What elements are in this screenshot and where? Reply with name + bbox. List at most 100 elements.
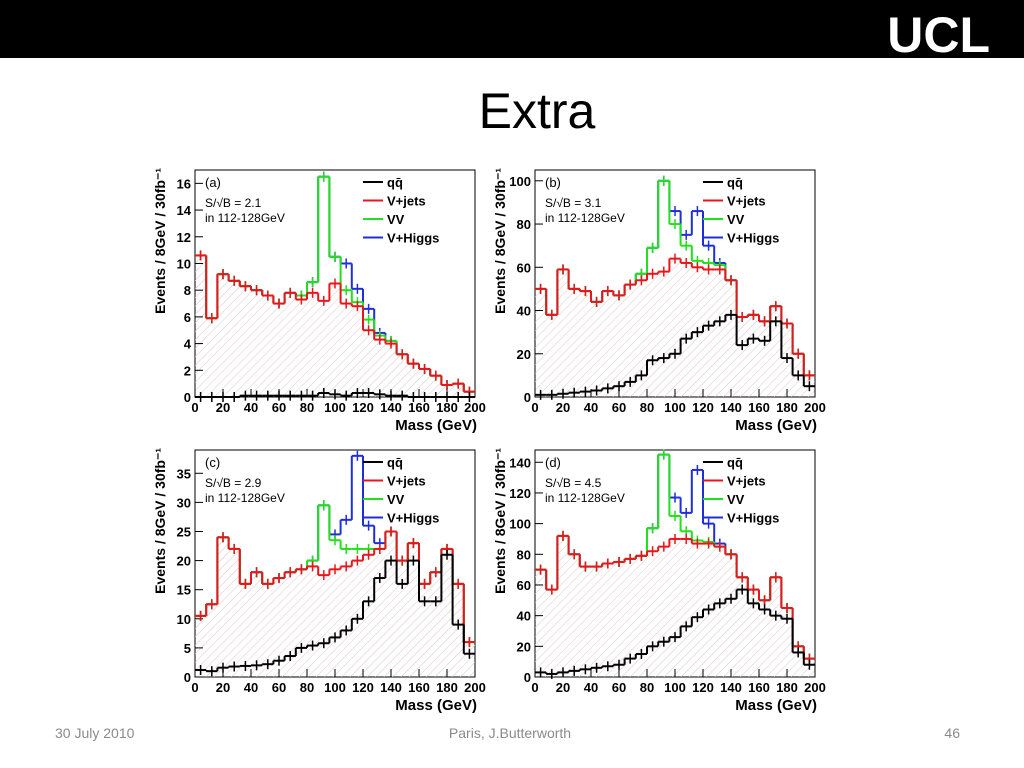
y-tick-label: 0 [524,670,531,685]
y-tick-label: 40 [517,609,531,624]
y-tick-label: 140 [509,455,531,470]
x-tick-label: 20 [556,680,570,695]
annotation: S/√B = 3.1 [545,196,602,210]
x-tick-label: 200 [804,680,826,695]
x-tick-label: 180 [776,680,798,695]
x-tick-label: 100 [664,400,686,415]
x-axis-label: Mass (GeV) [395,417,477,434]
slide-title: Extra [479,83,596,139]
y-tick-label: 14 [177,203,192,218]
x-tick-label: 140 [380,400,402,415]
y-tick-label: 6 [184,310,191,325]
chart-panel: 0 20 40 60 80 100 120 140 160 180 200 0 2 4 6 8 10 12 14 16… [150,160,486,435]
x-tick-label: 160 [748,680,770,695]
y-tick-label: 0 [524,390,531,405]
legend-label: VV [727,492,745,507]
y-tick-label: 15 [177,583,191,598]
legend-label: VV [387,212,405,227]
y-axis-label: Events / 8GeV / 30fb⁻¹ [492,448,508,594]
y-tick-label: 60 [517,260,531,275]
legend-label: V+Higgs [387,231,439,246]
y-tick-label: 100 [509,517,531,532]
legend-label: V+jets [727,474,766,489]
chart-panel: 0 20 40 60 80 100 120 140 160 180 200 0 20 40 60 80 100 (… [490,160,826,435]
x-axis-label: Mass (GeV) [735,697,817,714]
header-bar [0,0,1024,58]
legend-label: qq̄ [727,455,743,470]
legend-label: V+jets [387,474,426,489]
x-tick-label: 20 [556,400,570,415]
y-tick-label: 80 [517,547,531,562]
legend-label: V+Higgs [727,231,779,246]
hatch-area [195,531,475,677]
hatch-area [195,255,475,397]
y-tick-label: 2 [184,363,191,378]
x-tick-label: 80 [300,400,314,415]
page-number: 46 [944,725,960,741]
y-tick-label: 5 [184,641,191,656]
hatch-area [535,258,815,397]
legend-label: V+Higgs [727,511,779,526]
annotation: in 112-128GeV [545,491,625,505]
y-tick-label: 60 [517,578,531,593]
y-tick-label: 25 [177,524,191,539]
y-tick-label: 4 [184,337,192,352]
x-tick-label: 180 [776,400,798,415]
x-tick-label: 100 [324,400,346,415]
x-tick-label: 200 [464,680,486,695]
y-axis-label: Events / 8GeV / 30fb⁻¹ [492,168,508,314]
x-tick-label: 60 [272,680,286,695]
y-tick-label: 20 [517,347,531,362]
annotation: S/√B = 4.5 [545,476,602,490]
x-tick-label: 20 [216,680,230,695]
y-tick-label: 0 [184,670,191,685]
x-tick-label: 60 [272,400,286,415]
x-tick-label: 120 [692,680,714,695]
x-tick-label: 40 [244,400,258,415]
x-tick-label: 20 [216,400,230,415]
panel-label: (d) [545,455,561,470]
x-tick-label: 40 [584,680,598,695]
legend-label: qq̄ [727,175,743,190]
footer-date: 30 July 2010 [55,725,135,741]
x-tick-label: 160 [748,400,770,415]
y-tick-label: 20 [177,554,191,569]
y-tick-label: 10 [177,256,191,271]
y-tick-label: 0 [184,390,191,405]
annotation: S/√B = 2.9 [205,476,262,490]
chart-panel: 0 20 40 60 80 100 120 140 160 180 200 0 5 10 15 20 25 30 3… [150,440,486,715]
legend-label: qq̄ [387,455,403,470]
y-tick-label: 10 [177,612,191,627]
y-tick-label: 40 [517,304,531,319]
x-tick-label: 180 [436,680,458,695]
legend-label: VV [727,212,745,227]
panel-label: (b) [545,175,561,190]
chart-panel: 0 20 40 60 80 100 120 140 160 180 200 0 20 40 60 80 100 1… [490,440,826,715]
x-tick-label: 0 [531,680,538,695]
x-tick-label: 0 [191,400,198,415]
x-tick-label: 160 [408,680,430,695]
x-tick-label: 140 [380,680,402,695]
panel-label: (a) [205,175,221,190]
y-tick-label: 16 [177,176,191,191]
x-tick-label: 60 [612,400,626,415]
x-tick-label: 0 [191,680,198,695]
x-tick-label: 160 [408,400,430,415]
x-tick-label: 80 [640,680,654,695]
panel-label: (c) [205,455,220,470]
hatch-area [535,535,815,677]
y-tick-label: 12 [177,230,191,245]
y-tick-label: 20 [517,639,531,654]
x-tick-label: 140 [720,400,742,415]
y-tick-label: 35 [177,466,191,481]
y-axis-label: Events / 8GeV / 30fb⁻¹ [152,168,168,314]
legend-label: V+jets [387,194,426,209]
x-tick-label: 200 [804,400,826,415]
y-tick-label: 8 [184,283,191,298]
logo: UCL [887,7,990,63]
x-tick-label: 100 [324,680,346,695]
annotation: in 112-128GeV [545,211,625,225]
x-tick-label: 120 [352,680,374,695]
legend-label: V+jets [727,194,766,209]
